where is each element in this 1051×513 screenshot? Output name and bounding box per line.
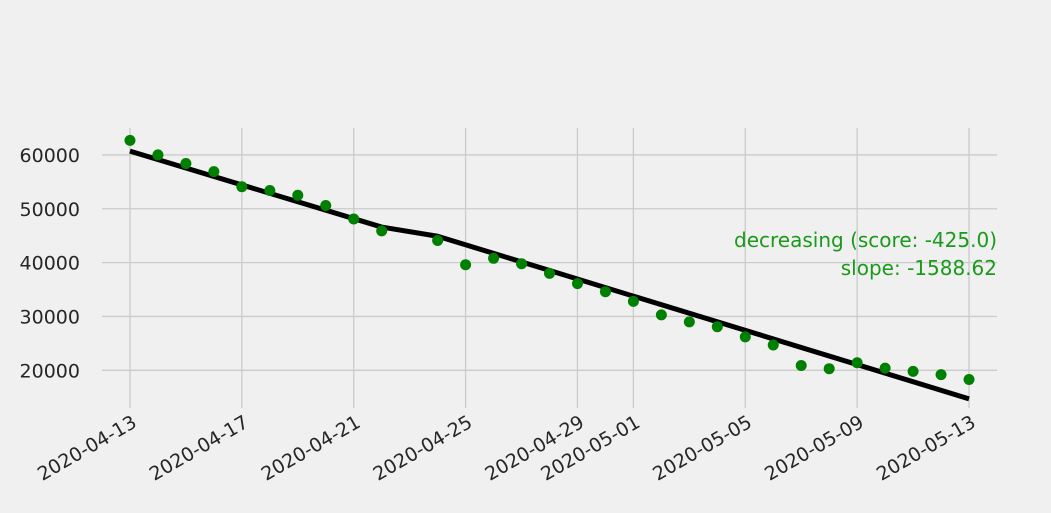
x-tick-label: 2020-04-17 (146, 411, 253, 485)
y-axis-ticks: 20000 30000 40000 50000 60000 (20, 145, 80, 382)
data-point (907, 365, 919, 377)
data-point (627, 295, 639, 307)
x-tick-label: 2020-05-13 (873, 411, 980, 485)
data-point (236, 181, 248, 193)
grid (102, 128, 997, 408)
x-axis-ticks: 2020-04-13 2020-04-17 2020-04-21 2020-04-25… (34, 411, 980, 485)
data-point (516, 258, 528, 270)
data-point (823, 363, 835, 375)
trend-line (129, 148, 970, 402)
trend-annotation: decreasing (score: -425.0) (734, 228, 997, 252)
x-tick-label: 2020-04-13 (34, 411, 141, 485)
data-point (739, 331, 751, 343)
data-point (711, 321, 723, 333)
data-point (767, 339, 779, 351)
data-point (376, 225, 388, 237)
y-tick-label: 40000 (20, 253, 80, 275)
data-point (571, 278, 583, 290)
data-point (180, 158, 192, 170)
scatter-points (124, 134, 975, 385)
slope-annotation: slope: -1588.62 (841, 256, 997, 280)
data-point (851, 357, 863, 369)
data-point (124, 134, 136, 146)
data-point (432, 235, 444, 247)
data-point (348, 213, 360, 225)
data-point (292, 189, 304, 201)
data-point (935, 369, 947, 381)
data-point (683, 316, 695, 328)
x-tick-label: 2020-05-09 (761, 411, 868, 485)
data-point (264, 184, 276, 196)
y-tick-label: 60000 (20, 145, 80, 167)
x-tick-label: 2020-04-25 (369, 411, 476, 485)
data-point (655, 309, 667, 321)
data-point (460, 259, 472, 271)
data-point (320, 200, 332, 212)
data-point (208, 166, 220, 178)
data-point (963, 373, 975, 385)
data-point (795, 359, 807, 371)
data-point (544, 267, 555, 279)
data-point (879, 362, 891, 374)
data-point (599, 286, 611, 298)
x-tick-label: 2020-04-21 (258, 411, 365, 485)
trend-line-group (129, 148, 970, 402)
x-tick-label: 2020-05-05 (649, 411, 756, 485)
data-point (488, 252, 500, 264)
y-tick-label: 20000 (20, 360, 80, 382)
y-tick-label: 50000 (20, 199, 80, 221)
data-point (152, 149, 164, 161)
y-tick-label: 30000 (20, 306, 80, 328)
